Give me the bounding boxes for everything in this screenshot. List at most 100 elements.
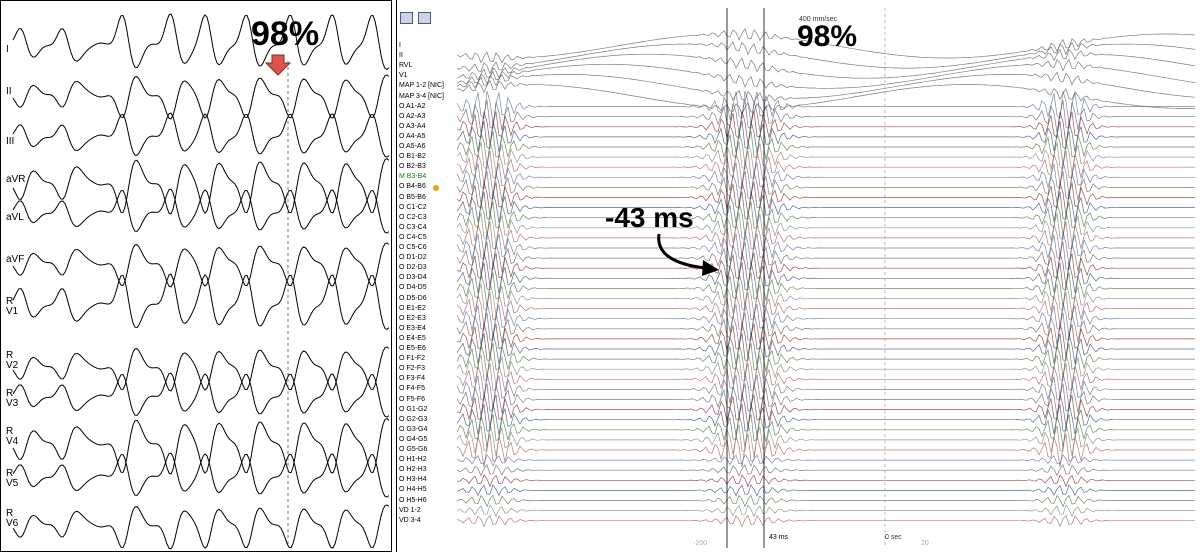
channel-label: O C2-C3 — [399, 213, 427, 221]
channel-label: O G3-G4 — [399, 425, 428, 433]
channel-label: O C3-C4 — [399, 223, 427, 231]
egm-trace — [456, 403, 1195, 436]
channel-label: O B2-B3 — [399, 163, 426, 171]
zoom-icon[interactable] — [400, 12, 413, 24]
egm-trace — [456, 484, 1195, 497]
bottom-tick-right: 20 — [921, 540, 929, 547]
lead-label: R V3 — [6, 388, 19, 409]
lead-label: III — [6, 136, 15, 147]
egm-trace — [456, 181, 1195, 216]
egm-trace — [456, 302, 1195, 337]
ecg-trace — [12, 346, 390, 392]
egm-traces — [433, 8, 1196, 548]
lead-label: aVF — [6, 254, 25, 265]
egm-trace — [456, 504, 1195, 518]
channel-label: VD 3-4 — [399, 516, 421, 524]
channel-label: O D2-D3 — [399, 264, 427, 272]
egm-trace — [456, 161, 1195, 196]
egm-trace — [456, 48, 1196, 81]
sweep-speed: 400 mm/sec — [799, 16, 838, 23]
egm-trace — [456, 221, 1195, 256]
egm-trace — [456, 323, 1195, 357]
bottom-tick-left: -200 — [693, 540, 708, 547]
lead-label: R V5 — [6, 468, 19, 489]
egm-trace — [456, 130, 1195, 165]
channel-label: O B4-B6 — [399, 183, 426, 191]
channel-label: V1 — [399, 72, 408, 80]
egm-trace — [456, 332, 1195, 366]
egm-trace — [456, 100, 1195, 134]
egm-trace — [456, 111, 1195, 145]
egm-trace — [456, 120, 1195, 154]
lead-label: R V6 — [6, 508, 19, 529]
ecg-trace — [12, 273, 390, 330]
channel-label: VD 1-2 — [399, 506, 421, 514]
lead-label: II — [6, 86, 12, 97]
egm-trace — [456, 383, 1195, 417]
egm-trace — [456, 201, 1195, 236]
channel-label: O H2-H3 — [399, 466, 427, 474]
pace-match-percent-right: 98% — [797, 20, 858, 53]
egm-trace — [456, 252, 1195, 287]
channel-label: O A1-A2 — [399, 102, 426, 110]
egm-trace — [456, 292, 1195, 327]
channel-label: O F4-F5 — [399, 385, 426, 393]
channel-label: O D3-D4 — [399, 274, 427, 282]
channel-label: O E1-E2 — [399, 304, 426, 312]
channel-label: O A5-A6 — [399, 143, 426, 150]
channel-label: O E4-E5 — [399, 334, 426, 342]
lead-label: aVR — [6, 174, 26, 185]
arrowhead-icon — [702, 260, 719, 276]
channel-label: O C5-C6 — [399, 244, 427, 251]
channel-label: I — [399, 42, 401, 49]
egm-trace — [456, 272, 1195, 307]
egm-trace — [456, 423, 1195, 458]
ecg-traces — [12, 13, 390, 550]
egm-trace — [456, 191, 1195, 224]
channel-label: O F3-F4 — [399, 375, 426, 383]
channel-label: O C1-C2 — [399, 203, 427, 211]
channel-label: O E2-E3 — [399, 314, 426, 322]
channel-label: O G2-G3 — [399, 415, 428, 423]
channel-label: O D1-D2 — [399, 254, 427, 262]
channel-label: O E5-E6 — [399, 345, 426, 352]
ecg-trace — [12, 13, 390, 70]
ecg-trace — [12, 242, 390, 288]
egm-trace — [456, 58, 1196, 89]
caliper-measurement: 43 ms — [769, 534, 789, 541]
channel-label: O A4-A5 — [399, 132, 426, 140]
egm-trace — [456, 464, 1195, 477]
channel-label: O B1-B2 — [399, 153, 426, 161]
egm-trace — [456, 27, 1196, 64]
egm-trace — [456, 170, 1195, 205]
channel-label: O G5-G6 — [399, 446, 428, 453]
egm-trace — [456, 232, 1195, 266]
channel-label: O D5-D6 — [399, 294, 427, 302]
egm-trace — [456, 474, 1195, 488]
channel-label: O F1-F2 — [399, 355, 426, 363]
channel-label: O F2-F3 — [399, 365, 426, 373]
settings-icon[interactable] — [418, 12, 431, 24]
pace-match-percent-left: 98% — [251, 15, 320, 53]
egm-mapping-panel: I II RVL V1 MAP 1-2 [NIC] MAP 3-4 [NIC] O A1-A… — [396, 0, 1200, 552]
lead-label: R V2 — [6, 350, 19, 371]
channel-label: MAP 1-2 [NIC] — [399, 82, 444, 90]
egm-trace — [456, 373, 1195, 408]
activation-delay-annotation: -43 ms — [605, 202, 694, 233]
channel-label: O E3-E4 — [399, 324, 426, 332]
egm-trace — [456, 41, 1196, 75]
channel-label: O G4-G5 — [399, 435, 428, 443]
channel-label: O F5-F6 — [399, 395, 426, 403]
ecg-trace — [12, 188, 390, 234]
curved-arrow-icon — [657, 233, 706, 270]
ecg-trace — [12, 372, 390, 418]
ecg-trace — [12, 74, 390, 120]
egm-trace — [456, 343, 1195, 378]
ecg-trace — [12, 112, 390, 158]
channel-label: O C4-C5 — [399, 233, 427, 241]
egm-trace — [457, 79, 1196, 116]
egm-trace — [456, 413, 1195, 448]
egm-trace — [456, 363, 1195, 397]
channel-label: M B3-B4 — [399, 173, 427, 181]
ecg-12-lead-panel: I II III aVR aVL aVF R V1 R V2 R V3 R V4 R V5 R V6 … — [0, 0, 392, 552]
